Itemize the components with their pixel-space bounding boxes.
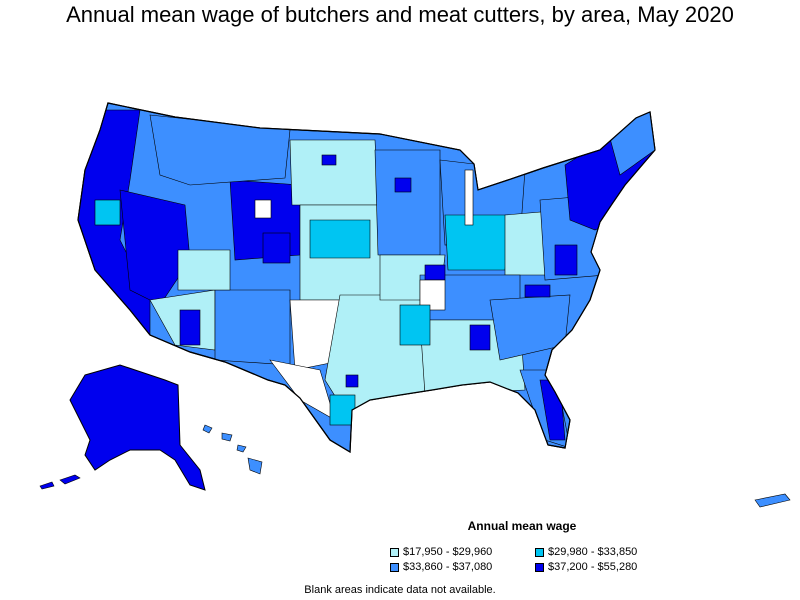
legend-title: Annual mean wage <box>467 519 577 533</box>
legend-label: $17,950 - $29,960 <box>403 546 493 558</box>
alaska-shape <box>69 364 206 491</box>
region-georgia-carolinas <box>489 294 571 361</box>
legend-label: $29,980 - $33,850 <box>548 546 638 558</box>
legend-swatch <box>535 562 544 572</box>
region-dakotas <box>289 139 379 206</box>
legend-item-4: $37,200 - $55,280 <box>535 560 637 574</box>
region-kansas-east <box>309 219 371 259</box>
metro-area <box>329 394 356 426</box>
legend-swatch <box>390 562 399 572</box>
region-new-mexico <box>214 289 291 366</box>
hawaii <box>202 424 263 475</box>
metro-area <box>524 284 551 298</box>
alaska-islands <box>39 474 81 490</box>
metro-area <box>554 244 578 276</box>
hawaii-island <box>236 444 247 453</box>
hawaii-island <box>247 457 263 475</box>
region-nevada-utah <box>119 189 191 306</box>
metro-area <box>345 374 359 388</box>
puerto-rico <box>754 493 791 508</box>
alaska <box>39 364 206 491</box>
metro-area <box>394 177 412 193</box>
metro-area <box>399 304 431 346</box>
legend-item-2: $29,980 - $33,850 <box>535 545 637 559</box>
metro-area <box>179 309 201 346</box>
region-idaho-montana <box>149 114 291 186</box>
legend-label: $33,860 - $37,080 <box>403 561 493 573</box>
metro-area <box>262 232 291 264</box>
region-utah-west <box>177 249 231 291</box>
metro-area <box>94 199 121 226</box>
legend-label: $37,200 - $55,280 <box>548 561 638 573</box>
metro-area <box>424 264 446 281</box>
continental-us <box>77 102 656 454</box>
map-title: Annual mean wage of butchers and meat cu… <box>66 2 734 27</box>
blank-areas-note: Blank areas indicate data not available. <box>304 584 496 596</box>
hawaii-island <box>202 424 213 434</box>
metro-area <box>321 154 337 166</box>
hawaii-island <box>221 432 233 442</box>
metro-area <box>469 324 491 351</box>
metro-area <box>254 199 272 219</box>
legend-item-1: $17,950 - $29,960 <box>390 545 492 559</box>
legend-swatch <box>535 547 544 557</box>
legend-item-3: $33,860 - $37,080 <box>390 560 492 574</box>
region-illinois-indiana <box>444 214 511 271</box>
legend-swatch <box>390 547 399 557</box>
region-minnesota-iowa <box>374 149 441 256</box>
metro-area <box>464 169 474 226</box>
